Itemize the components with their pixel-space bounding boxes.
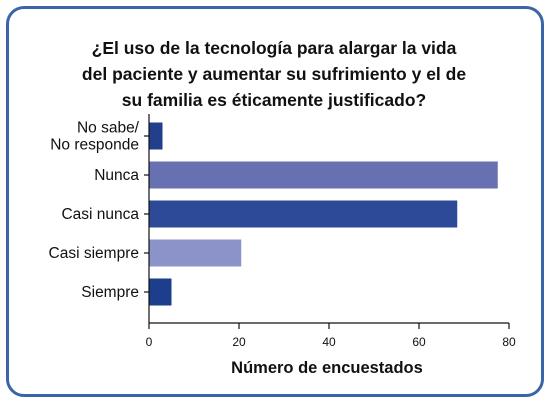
category-label-0-line-0: No sabe/ — [77, 120, 140, 137]
bar-2 — [149, 200, 458, 228]
chart-title-line-1: ¿El uso de la tecnología para alargar la… — [91, 38, 457, 58]
x-tick-label-1: 20 — [232, 335, 246, 349]
category-label-4: Siempre — [81, 284, 139, 301]
x-axis-title: Número de encuestados — [231, 359, 423, 377]
x-tick-label-2: 40 — [322, 335, 336, 349]
chart-title: ¿El uso de la tecnología para alargar la… — [20, 35, 528, 113]
chart-title-line-3: su familia es éticamente justificado? — [121, 90, 427, 110]
bars-group — [149, 122, 498, 306]
bar-0 — [149, 122, 163, 150]
category-label-3: Casi siempre — [49, 245, 139, 262]
category-label-2: Casi nunca — [61, 206, 139, 223]
category-labels-group: No sabe/No responde Nunca Casi nunca Casi s… — [49, 120, 149, 301]
chart-title-line-2: del paciente y aumentar su sufrimiento y… — [81, 64, 467, 84]
bar-1 — [149, 161, 498, 189]
bar-3 — [149, 239, 242, 267]
x-tick-label-0: 0 — [146, 335, 153, 349]
bar-4 — [149, 278, 172, 306]
x-tick-label-3: 60 — [412, 335, 426, 349]
category-label-1: Nunca — [94, 167, 139, 184]
x-ticks-group: 0 20 40 60 80 — [146, 323, 516, 349]
category-label-0-line-1: No responde — [50, 137, 139, 154]
x-tick-label-4: 80 — [502, 335, 516, 349]
